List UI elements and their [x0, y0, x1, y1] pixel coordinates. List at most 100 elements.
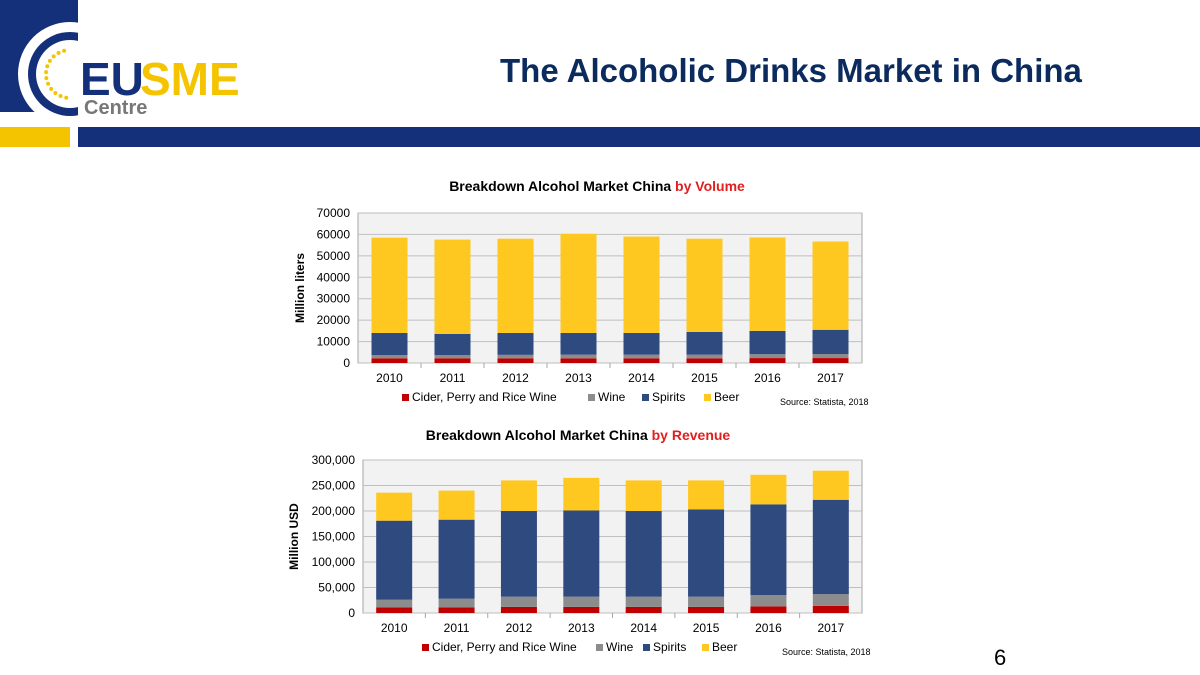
- x-tick-label: 2010: [381, 621, 408, 635]
- bar-spirits-2012: [500, 511, 537, 597]
- logo-star: [44, 76, 49, 81]
- plot-area: [357, 212, 863, 364]
- legend-swatch: [702, 644, 709, 651]
- bar-wine-2012: [497, 354, 534, 359]
- bar-cider-perry-and-rice-wine-2016: [750, 606, 787, 613]
- bar-wine-2013: [563, 596, 600, 607]
- chart-title: Breakdown Alcohol Market China by Volume: [449, 178, 745, 194]
- y-tick-label: 0: [348, 606, 355, 620]
- legend-swatch: [588, 394, 595, 401]
- bar-cider-perry-and-rice-wine-2015: [686, 358, 723, 363]
- bar-cider-perry-and-rice-wine-2013: [563, 606, 600, 613]
- y-tick-label: 20000: [317, 313, 351, 327]
- bar-beer-2017: [812, 470, 849, 500]
- bar-wine-2017: [812, 354, 849, 359]
- bar-beer-2015: [688, 480, 725, 510]
- legend-swatch: [642, 394, 649, 401]
- x-tick-label: 2017: [817, 371, 844, 385]
- bar-wine-2016: [750, 595, 787, 607]
- legend-swatch: [704, 394, 711, 401]
- x-tick-label: 2016: [754, 371, 781, 385]
- header-band-yellow: [0, 127, 70, 147]
- x-tick-label: 2012: [502, 371, 529, 385]
- bar-wine-2012: [500, 596, 537, 607]
- bar-spirits-2011: [438, 519, 475, 599]
- bar-wine-2011: [434, 355, 471, 359]
- y-axis-label: Million USD: [287, 503, 301, 570]
- chart-title-highlight: by Revenue: [652, 427, 731, 443]
- source-note: Source: Statista, 2018: [780, 397, 869, 407]
- bar-cider-perry-and-rice-wine-2014: [623, 358, 660, 363]
- bar-cider-perry-and-rice-wine-2013: [560, 358, 597, 363]
- legend-label: Beer: [714, 390, 739, 404]
- y-tick-label: 70000: [317, 206, 351, 220]
- legend-label: Spirits: [652, 390, 685, 404]
- x-tick-label: 2017: [817, 621, 844, 635]
- logo-star: [44, 70, 49, 75]
- bar-beer-2014: [623, 236, 660, 333]
- logo-star: [51, 54, 56, 59]
- legend-swatch: [402, 394, 409, 401]
- bar-spirits-2016: [750, 504, 787, 596]
- bar-spirits-2014: [625, 511, 662, 597]
- x-tick-label: 2013: [565, 371, 592, 385]
- slide-title: The Alcoholic Drinks Market in China: [500, 52, 1082, 89]
- bar-wine-2015: [688, 596, 725, 607]
- bar-spirits-2015: [686, 331, 723, 355]
- y-tick-label: 200,000: [312, 504, 356, 518]
- bar-spirits-2012: [497, 333, 534, 355]
- logo-mask: [78, 10, 240, 120]
- bar-cider-perry-and-rice-wine-2015: [688, 606, 725, 613]
- legend-label: Cider, Perry and Rice Wine: [432, 640, 577, 654]
- logo-sme-text: SME: [140, 53, 240, 105]
- x-tick-label: 2016: [755, 621, 782, 635]
- y-tick-label: 0: [343, 356, 350, 370]
- bar-beer-2010: [376, 492, 413, 521]
- x-tick-label: 2015: [691, 371, 718, 385]
- bar-spirits-2010: [376, 520, 413, 600]
- logo-star: [64, 95, 69, 100]
- header-band-blue: [78, 127, 1200, 147]
- bar-beer-2013: [560, 233, 597, 333]
- bar-beer-2012: [500, 480, 537, 511]
- logo-star: [56, 50, 61, 55]
- chart-title-main: Breakdown Alcohol Market China: [449, 178, 675, 194]
- y-tick-label: 300,000: [312, 453, 356, 467]
- bar-wine-2010: [371, 355, 408, 359]
- bar-wine-2013: [560, 354, 597, 359]
- bar-beer-2013: [563, 477, 600, 511]
- logo-star: [46, 81, 51, 86]
- bar-cider-perry-and-rice-wine-2010: [376, 607, 413, 613]
- bar-cider-perry-and-rice-wine-2011: [438, 607, 475, 613]
- bar-wine-2017: [812, 594, 849, 606]
- logo-star-circle: [44, 48, 69, 100]
- legend-label: Cider, Perry and Rice Wine: [412, 390, 557, 404]
- bar-wine-2014: [623, 354, 660, 359]
- logo-star: [62, 48, 67, 53]
- revenue-chart: Breakdown Alcohol Market China by Revenu…: [287, 427, 871, 657]
- logo-star: [58, 94, 63, 99]
- bar-cider-perry-and-rice-wine-2017: [812, 605, 849, 613]
- bar-spirits-2013: [560, 333, 597, 355]
- bar-spirits-2013: [563, 510, 600, 597]
- bar-spirits-2017: [812, 499, 849, 595]
- y-tick-label: 250,000: [312, 479, 356, 493]
- legend-swatch: [643, 644, 650, 651]
- bar-beer-2010: [371, 237, 408, 333]
- logo-star: [47, 58, 52, 63]
- legend-label: Wine: [598, 390, 626, 404]
- x-tick-label: 2014: [628, 371, 655, 385]
- chart-title: Breakdown Alcohol Market China by Revenu…: [426, 427, 731, 443]
- logo-star: [45, 64, 50, 69]
- bar-beer-2016: [749, 237, 786, 331]
- y-tick-label: 30000: [317, 292, 351, 306]
- bar-beer-2016: [750, 474, 787, 505]
- bar-spirits-2015: [688, 509, 725, 597]
- y-tick-label: 50,000: [318, 581, 355, 595]
- bar-beer-2014: [625, 480, 662, 511]
- logo-eu-text: EU: [80, 53, 144, 105]
- x-tick-label: 2010: [376, 371, 403, 385]
- y-tick-label: 50000: [317, 249, 351, 263]
- bar-spirits-2016: [749, 330, 786, 355]
- x-tick-label: 2013: [568, 621, 595, 635]
